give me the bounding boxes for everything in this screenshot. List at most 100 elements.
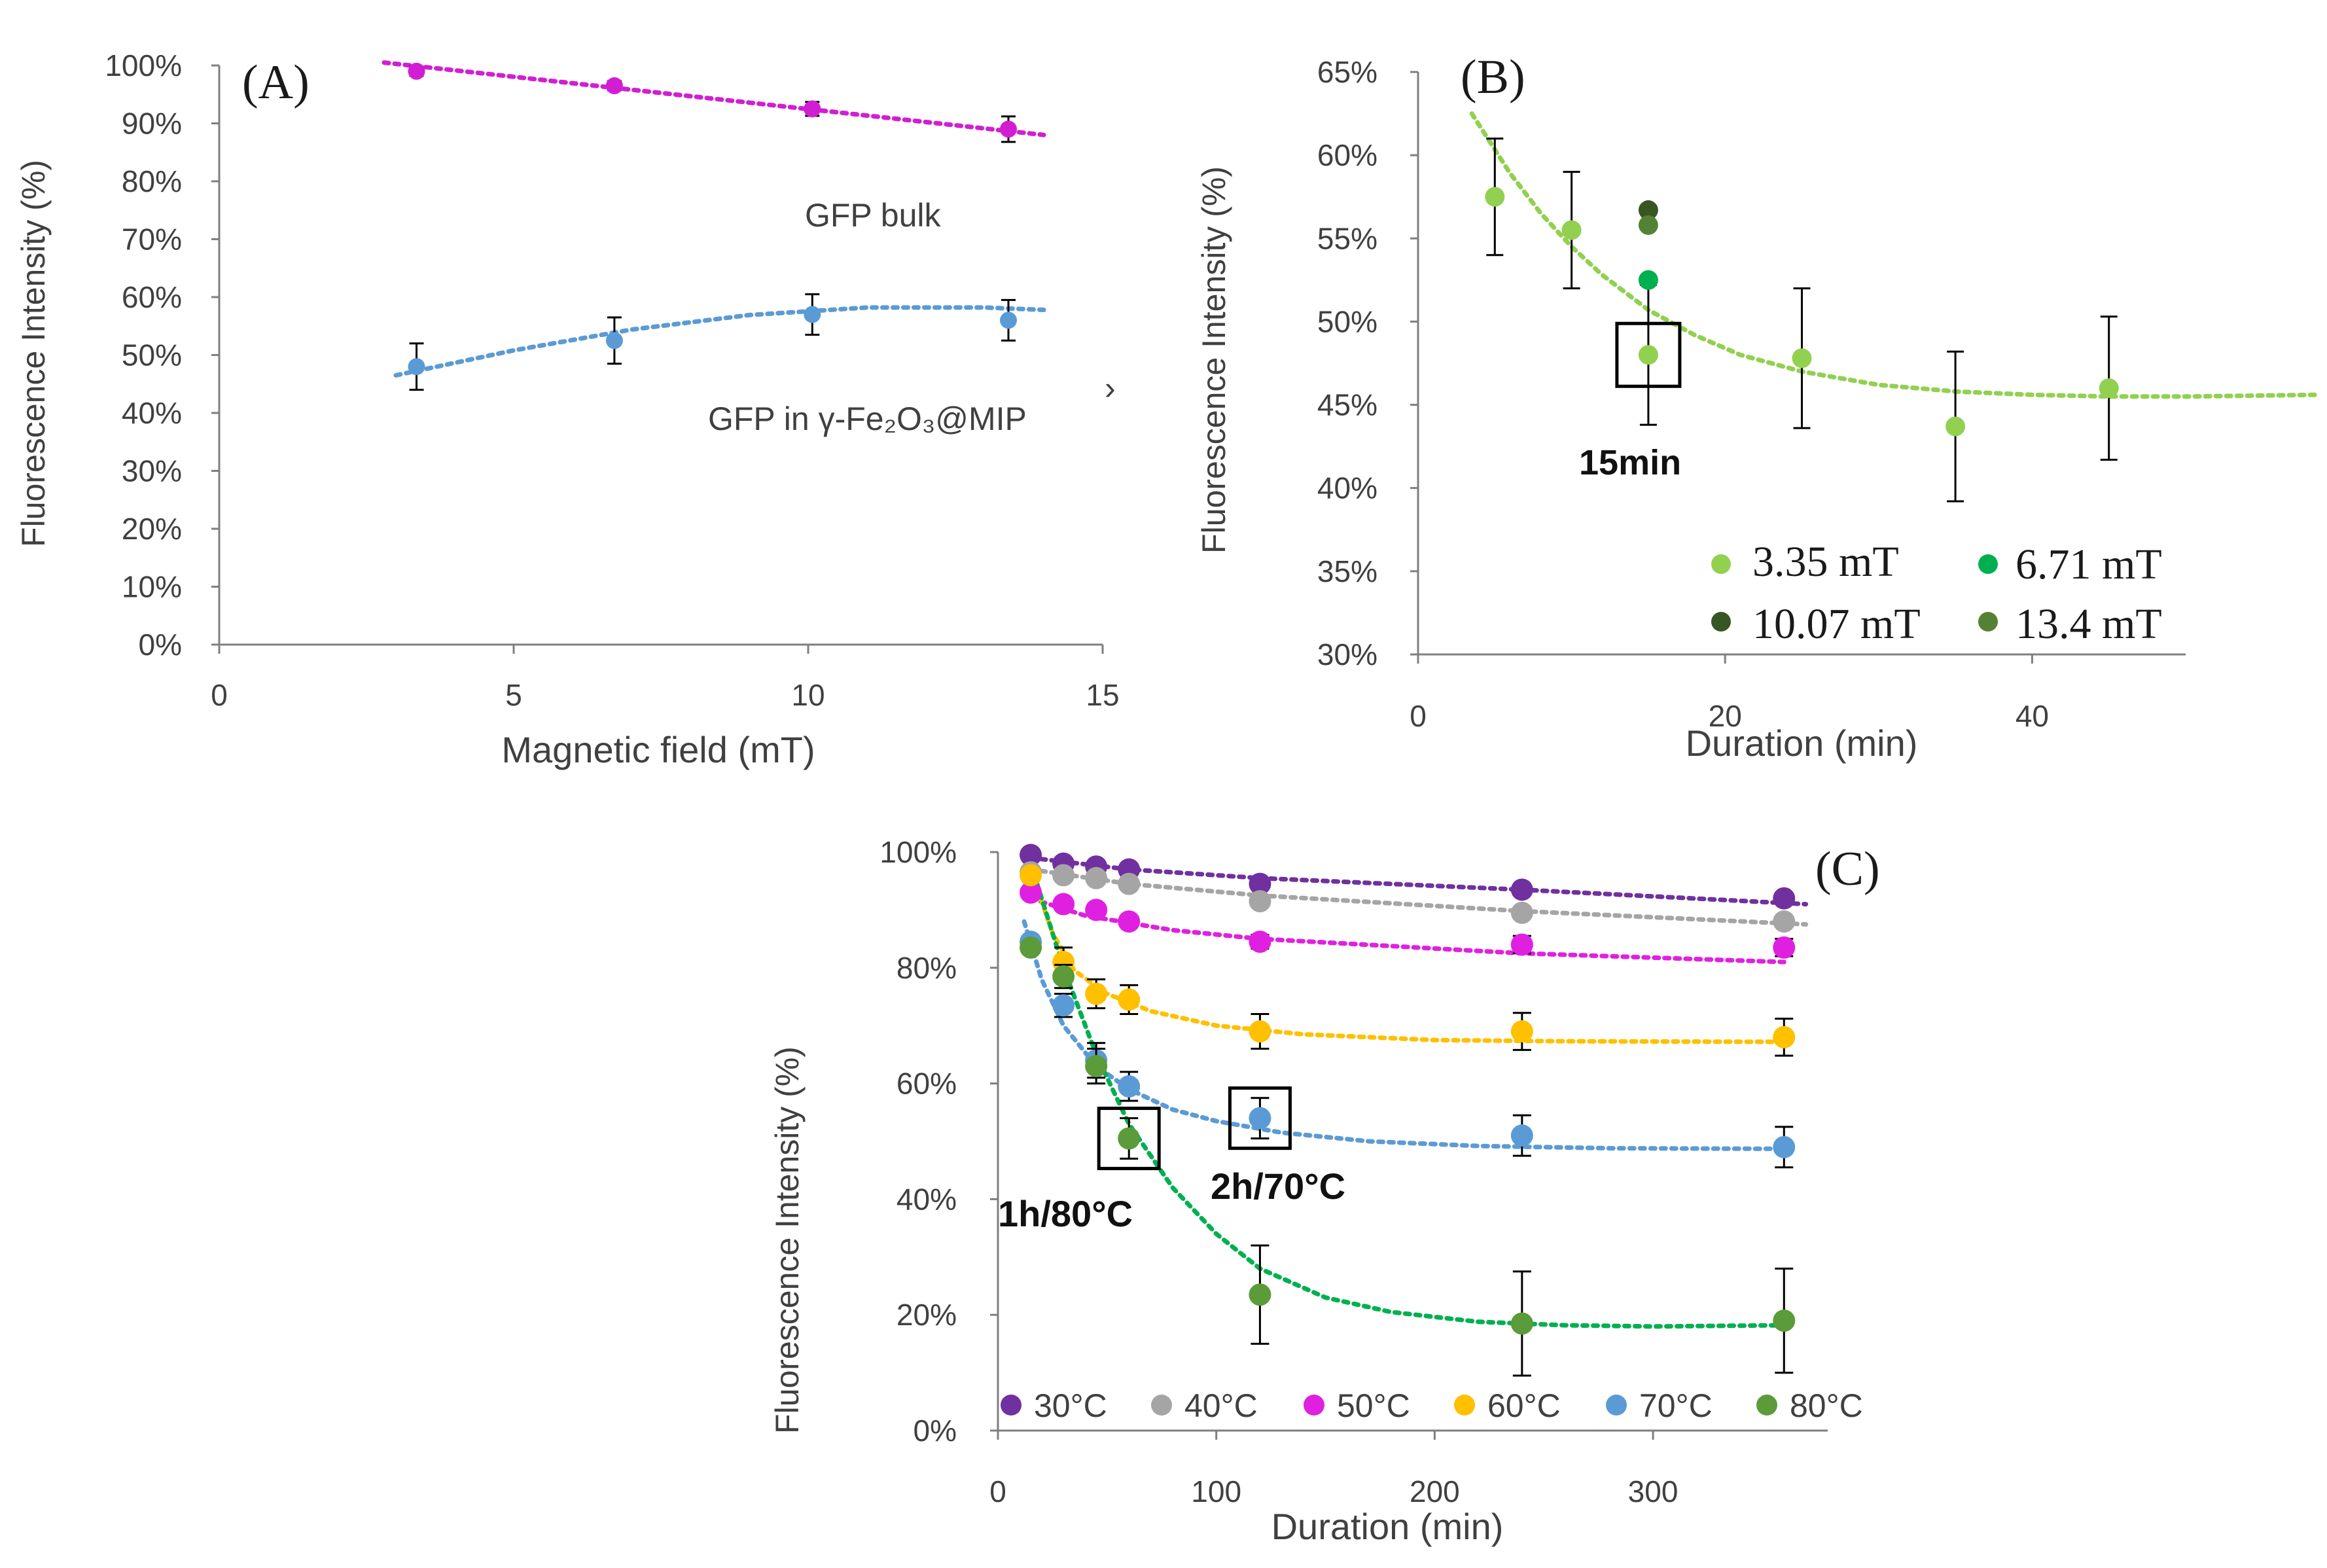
legend-label-80c: 80°C — [1790, 1387, 1863, 1424]
legend-b: 3.35 mT 6.71 mT 10.07 mT 13.4 mT — [1711, 538, 2162, 648]
data-point-c-60-c — [1773, 1025, 1796, 1048]
data-point-c-70-c — [1052, 994, 1075, 1017]
y-tick-label-b: 60% — [1317, 138, 1377, 172]
data-point-c-80-c — [1249, 1283, 1271, 1306]
data-point-c-70-c — [1118, 1075, 1141, 1098]
y-tick-label-c: 100% — [879, 835, 957, 869]
y-tick-label-b: 45% — [1317, 388, 1377, 422]
legend-marker-3-35mt — [1711, 554, 1731, 574]
data-point-c-70-c — [1773, 1135, 1796, 1158]
y-axis-title-c: Fluorescence Intensity (%) — [769, 1046, 806, 1434]
data-point-b-10-07-mt — [1638, 200, 1658, 221]
y-tick-label-c: 40% — [897, 1182, 957, 1216]
data-point-c-60-c — [1510, 1020, 1533, 1043]
x-tick-label-b: 20 — [1709, 699, 1742, 733]
data-point-c-80-c — [1020, 936, 1042, 959]
data-point-c-60-c — [1249, 1020, 1271, 1043]
x-tick-label-c: 0 — [989, 1474, 1006, 1508]
x-tick-label-b: 0 — [1410, 699, 1427, 733]
data-point-c-50-c — [1020, 881, 1042, 904]
legend-marker-60c — [1454, 1395, 1475, 1416]
y-tick-label-a: 50% — [122, 338, 182, 372]
y-tick-label-b: 55% — [1317, 221, 1377, 255]
highlight-box-c — [1228, 1086, 1292, 1150]
annotation-2h-70c: 2h/70°C — [1211, 1166, 1345, 1207]
data-point-b-13-4-mt — [1638, 215, 1658, 235]
data-point-a-gfp-bulk — [408, 62, 425, 80]
y-tick-label-a: 40% — [122, 396, 182, 430]
legend-marker-13-4mt — [1978, 612, 1998, 632]
panel-label-a: (A) — [242, 56, 310, 109]
panel-b: 30%35%40%45%50%55%60%65%0 20 40 (B) 15min … — [1196, 50, 2318, 764]
data-point-b-3-35-mt — [1561, 220, 1582, 240]
data-point-c-80-c — [1773, 1310, 1796, 1332]
data-point-a-gfp-in-fe-o-mip — [605, 332, 623, 349]
data-point-c-50-c — [1118, 910, 1141, 933]
data-point-c-40-c — [1249, 890, 1271, 913]
y-tick-label-c: 20% — [897, 1298, 957, 1332]
data-point-c-50-c — [1052, 893, 1075, 916]
legend-c: 30°C 40°C 50°C 60°C 70°C 80°C — [1001, 1387, 1863, 1424]
y-tick-label-b: 40% — [1317, 471, 1377, 505]
x-axis-title-c: Duration (min) — [1271, 1506, 1504, 1547]
x-tick-label-c: 200 — [1410, 1474, 1460, 1508]
x-tick-label-b: 40 — [2016, 699, 2049, 733]
data-point-c-70-c — [1510, 1124, 1533, 1147]
data-point-a-gfp-in-fe-o-mip — [408, 358, 425, 376]
y-tick-label-b: 35% — [1317, 554, 1377, 588]
legend-label-10-07mt: 10.07 mT — [1752, 600, 1921, 648]
legend-marker-10-07mt — [1711, 612, 1731, 632]
legend-marker-70c — [1606, 1395, 1627, 1416]
x-axis-title-a: Magnetic field (mT) — [501, 729, 815, 770]
annotation-gfp-bulk: GFP bulk — [805, 197, 941, 234]
legend-label-60c: 60°C — [1487, 1387, 1561, 1424]
data-point-c-60-c — [1020, 864, 1042, 887]
data-point-c-40-c — [1118, 872, 1141, 895]
y-tick-label-a: 30% — [122, 454, 182, 488]
legend-label-70c: 70°C — [1639, 1387, 1713, 1424]
data-point-c-30-c — [1510, 878, 1533, 901]
data-point-c-40-c — [1085, 866, 1108, 889]
annotation-1h-80c: 1h/80°C — [998, 1193, 1133, 1234]
y-tick-label-a: 80% — [122, 164, 182, 198]
data-point-c-50-c — [1510, 933, 1533, 956]
legend-marker-80c — [1756, 1395, 1777, 1416]
highlight-box-c — [1097, 1107, 1161, 1171]
data-point-c-50-c — [1085, 899, 1108, 921]
trendline-a-gfp-in-fe-o-mip — [393, 305, 1046, 378]
data-point-b-3-35-mt — [2099, 378, 2119, 399]
panel-c: 0% 20% 40% 60% 80% 100% 0 100 200 300 (C) 1h/80°C… — [769, 835, 1880, 1547]
trendline-a-gfp-bulk — [382, 60, 1046, 137]
data-point-c-80-c — [1085, 1055, 1108, 1078]
y-tick-label-a: 10% — [122, 570, 182, 604]
x-tick-label-c: 300 — [1628, 1474, 1679, 1508]
trendline-c-70-c — [1021, 919, 1786, 1151]
x-tick-label-a: 15 — [1086, 678, 1119, 712]
x-tick-label-a: 10 — [791, 678, 825, 712]
panel-a: 0%10%20%30%40%50%60%70%80%90%100%0 5 10 15 … — [15, 48, 1120, 770]
y-axis-title-a: Fluorescence Intensity (%) — [15, 160, 52, 547]
legend-marker-50c — [1304, 1395, 1324, 1416]
legend-label-6-71mt: 6.71 mT — [2016, 541, 2162, 588]
trendline-c-30-c — [1028, 855, 1809, 907]
data-point-c-40-c — [1773, 910, 1796, 933]
y-tick-label-c: 0% — [914, 1414, 957, 1448]
data-point-b-6-71-mt — [1638, 270, 1658, 290]
y-tick-label-b: 50% — [1317, 304, 1377, 338]
y-tick-label-a: 70% — [122, 223, 182, 257]
data-point-b-3-35-mt — [1638, 345, 1658, 365]
data-point-b-3-35-mt — [1792, 348, 1812, 368]
data-point-b-3-35-mt — [1945, 416, 1966, 437]
y-tick-label-a: 100% — [105, 48, 182, 82]
data-point-c-40-c — [1510, 901, 1533, 924]
data-point-c-80-c — [1118, 1127, 1141, 1150]
data-point-b-3-35-mt — [1485, 187, 1505, 207]
data-point-a-gfp-in-fe-o-mip — [1000, 312, 1017, 329]
data-point-c-80-c — [1510, 1312, 1533, 1335]
data-point-a-gfp-bulk — [1000, 120, 1017, 138]
data-point-a-gfp-in-fe-o-mip — [804, 306, 821, 323]
legend-label-30c: 30°C — [1034, 1387, 1107, 1424]
legend-label-40c: 40°C — [1184, 1387, 1258, 1424]
annotation-15min: 15min — [1579, 443, 1681, 482]
